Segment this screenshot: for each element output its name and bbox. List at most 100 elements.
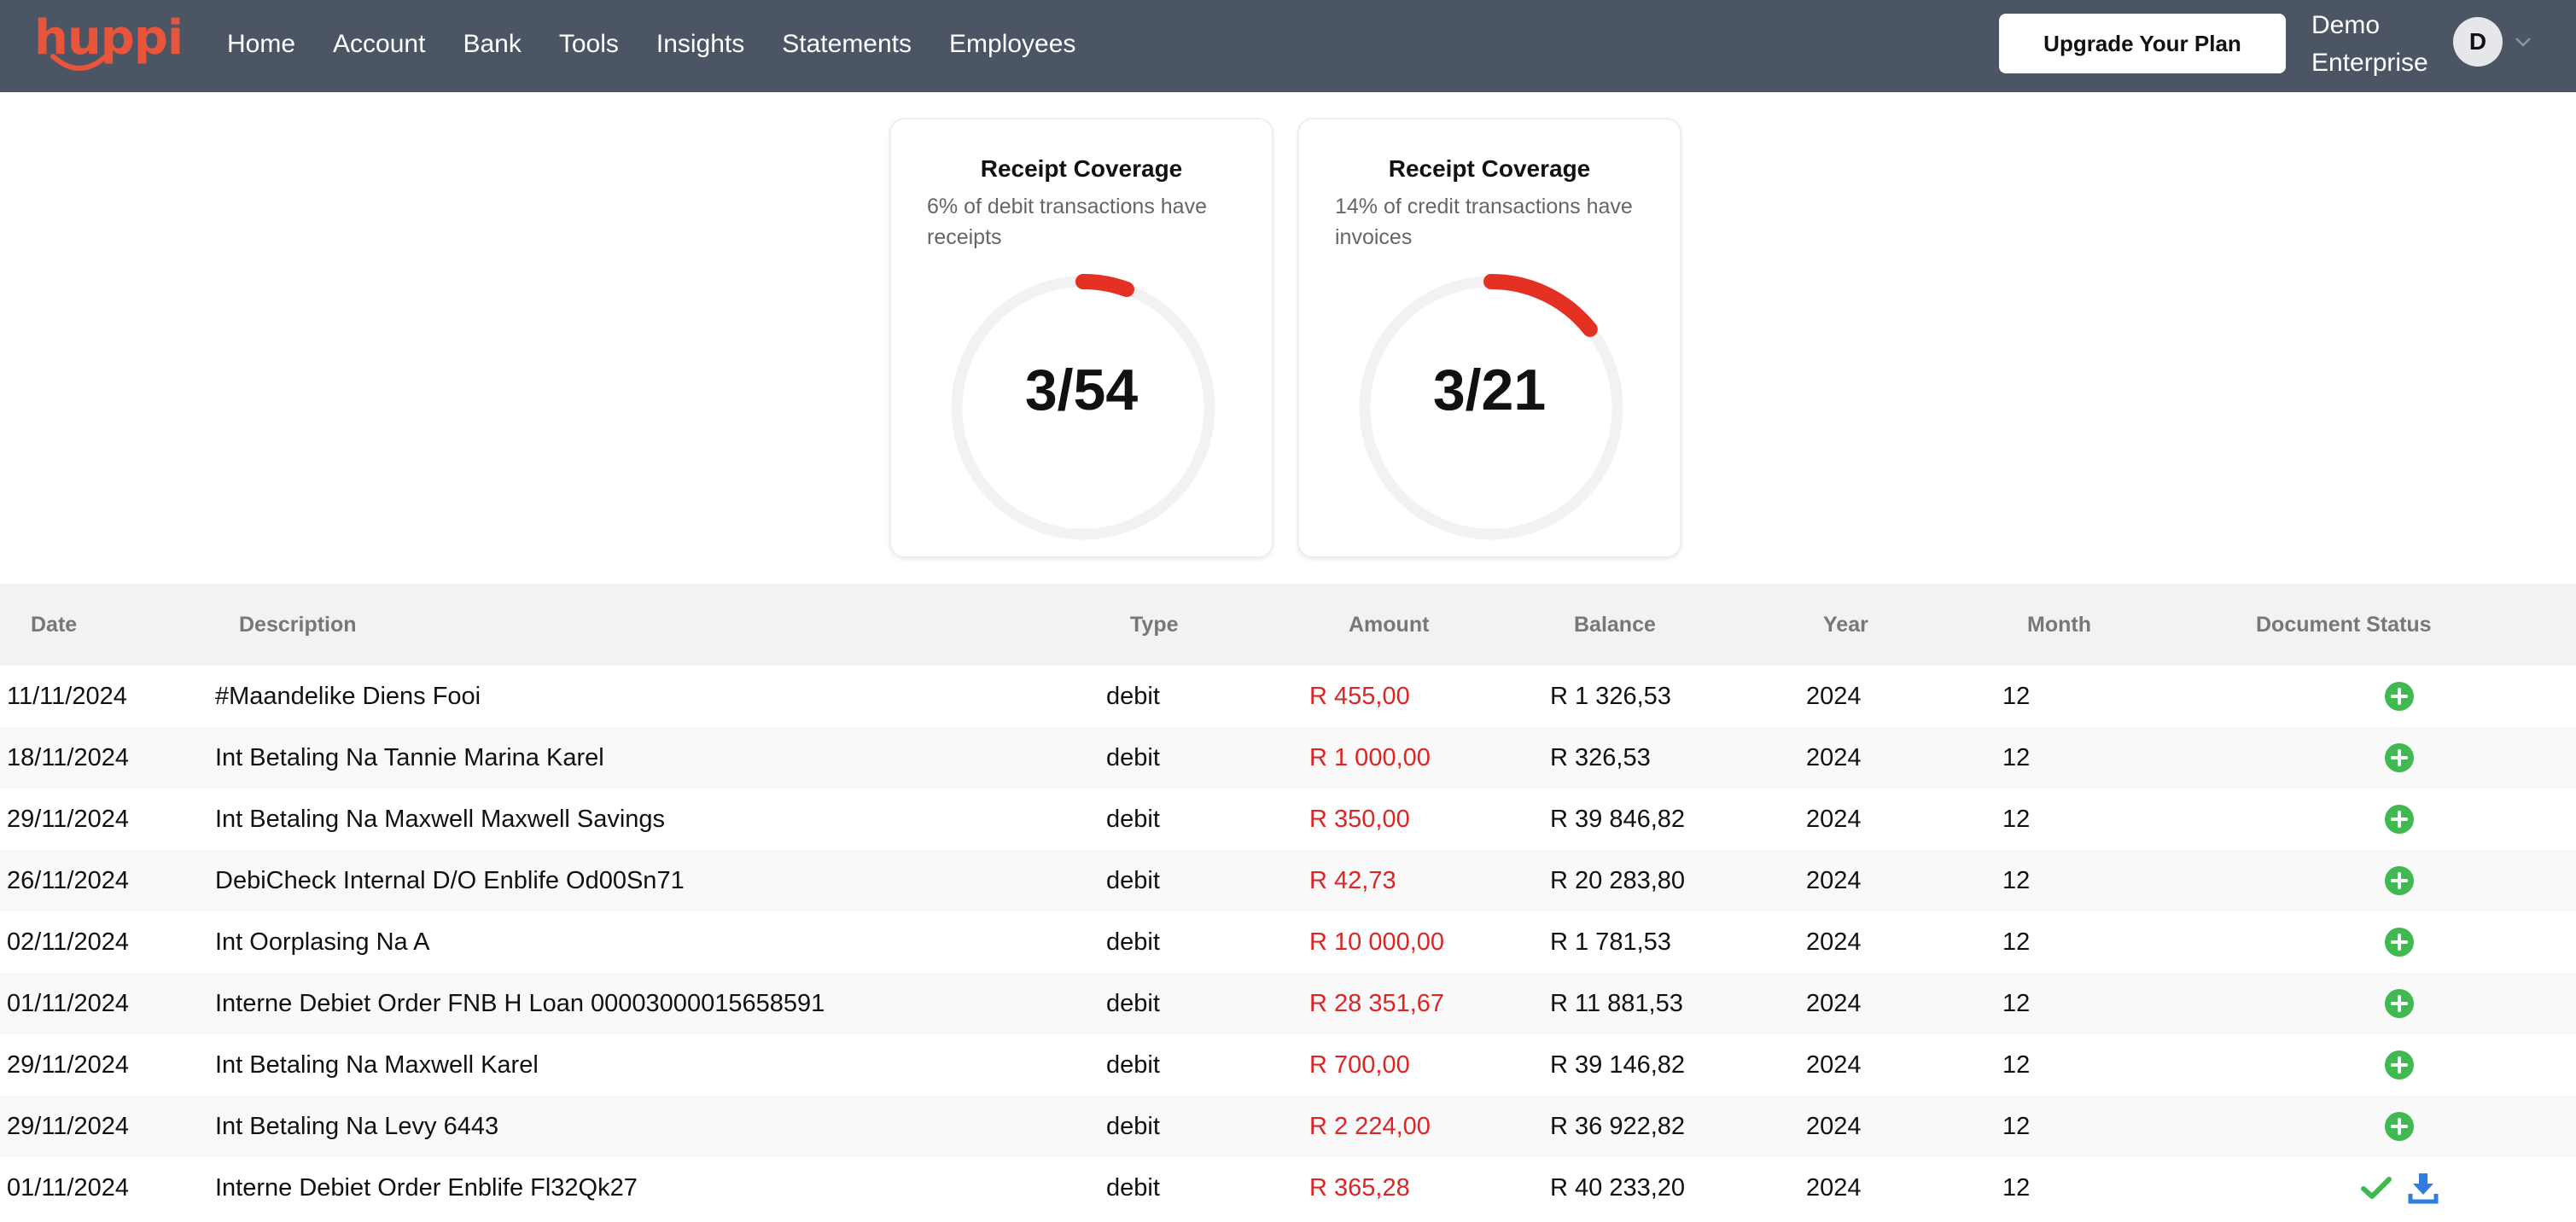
cell-description: Int Betaling Na Maxwell Maxwell Savings	[215, 805, 666, 833]
download-icon[interactable]	[2408, 1173, 2439, 1204]
cell-month: 12	[1997, 973, 2223, 1034]
cell-document-status	[2223, 727, 2576, 788]
col-header-year[interactable]: Year	[1799, 584, 1997, 666]
cell-year: 2024	[1806, 805, 1862, 833]
card-subtitle: 6% of debit transactions have receipts	[927, 195, 1207, 249]
cell-description: Int Betaling Na Maxwell Karel	[215, 1050, 539, 1079]
nav-account[interactable]: Account	[333, 30, 426, 58]
cell-year: 2024	[1806, 928, 1862, 956]
nav-statements[interactable]: Statements	[782, 30, 912, 58]
table-row[interactable]: 26/11/2024 DebiCheck Internal D/O Enblife…	[0, 850, 2576, 911]
add-document-icon[interactable]	[2384, 866, 2415, 895]
cell-balance: R 40 233,20	[1550, 1173, 1686, 1202]
nav-bank[interactable]: Bank	[463, 30, 522, 58]
nav-home[interactable]: Home	[227, 30, 296, 58]
coverage-ring	[949, 274, 1217, 542]
add-document-icon[interactable]	[2384, 682, 2415, 711]
cell-balance: R 39 846,82	[1550, 805, 1686, 833]
coverage-ring-progress	[949, 274, 1217, 542]
cell-description: Interne Debiet Order Enblife Fl32Qk27	[215, 1173, 638, 1202]
cell-month: 12	[1997, 1096, 2223, 1157]
cell-year: 2024	[1806, 1173, 1862, 1202]
top-navbar: huppi Home Account Bank Tools Insights S…	[0, 0, 2576, 92]
nav-insights[interactable]: Insights	[656, 30, 745, 58]
cell-amount: R 10 000,00	[1309, 928, 1445, 956]
logo-smile-icon	[50, 54, 108, 71]
add-document-icon[interactable]	[2384, 1112, 2415, 1141]
cell-year: 2024	[1806, 1050, 1862, 1079]
cell-balance: R 39 146,82	[1550, 1050, 1686, 1079]
cell-year: 2024	[1799, 727, 1997, 788]
cell-amount: R 350,00	[1309, 805, 1410, 833]
table-row[interactable]: 01/11/2024 Interne Debiet Order Enblife F…	[0, 1157, 2576, 1219]
table-row[interactable]: 18/11/2024 Int Betaling Na Tannie Marina …	[0, 727, 2576, 788]
cell-type: debit	[1106, 682, 1160, 710]
huppi-logo[interactable]: huppi	[34, 10, 184, 66]
cell-description: #Maandelike Diens Fooi	[215, 682, 481, 710]
cell-type: debit	[1106, 928, 1160, 956]
add-document-icon[interactable]	[2384, 805, 2415, 834]
receipt-coverage-credit-card: Receipt Coverage 14% of credit transacti…	[1297, 118, 1681, 558]
cell-balance: R 1 326,53	[1550, 682, 1671, 710]
col-header-date[interactable]: Date	[0, 584, 213, 666]
upgrade-plan-button[interactable]: Upgrade Your Plan	[1999, 14, 2286, 73]
col-header-month[interactable]: Month	[1997, 584, 2223, 666]
cell-date: 29/11/2024	[7, 805, 129, 833]
cell-type: debit	[1106, 850, 1309, 911]
cell-amount: R 700,00	[1309, 1050, 1410, 1079]
cell-year: 2024	[1799, 1096, 1997, 1157]
table-row[interactable]: 01/11/2024 Interne Debiet Order FNB H Loa…	[0, 973, 2576, 1034]
cell-document-status	[2223, 1034, 2576, 1096]
cell-month: 12	[2002, 1173, 2031, 1202]
cell-type: debit	[1106, 1050, 1160, 1079]
cell-year: 2024	[1799, 850, 1997, 911]
chevron-down-icon[interactable]	[2515, 36, 2532, 48]
card-subtitle: 14% of credit transactions have invoices	[1335, 195, 1633, 249]
cell-date: 02/11/2024	[7, 928, 129, 956]
cell-balance: R 11 881,53	[1550, 973, 1799, 1034]
nav-tools[interactable]: Tools	[558, 30, 619, 58]
cell-date: 29/11/2024	[0, 1096, 213, 1157]
table-row[interactable]: 02/11/2024 Int Oorplasing Na A debit R 10 0…	[0, 911, 2576, 973]
avatar[interactable]: D	[2453, 17, 2503, 67]
cell-month: 12	[2002, 805, 2031, 833]
cell-month: 12	[1997, 727, 2223, 788]
cell-type: debit	[1106, 727, 1309, 788]
cell-date: 18/11/2024	[0, 727, 213, 788]
cell-type: debit	[1106, 973, 1309, 1034]
check-icon	[2360, 1173, 2392, 1201]
nav-employees[interactable]: Employees	[949, 30, 1076, 58]
add-document-icon[interactable]	[2384, 928, 2415, 957]
cell-date: 26/11/2024	[0, 850, 213, 911]
cell-type: debit	[1106, 1096, 1309, 1157]
cell-month: 12	[2002, 682, 2031, 710]
cell-document-status	[2223, 1096, 2576, 1157]
cell-month: 12	[1997, 850, 2223, 911]
cell-document-status	[2223, 1157, 2576, 1219]
cell-month: 12	[2002, 928, 2031, 956]
user-name[interactable]: Demo Enterprise	[2311, 11, 2428, 77]
cell-description: Interne Debiet Order FNB H Loan 00003000…	[213, 973, 1106, 1034]
cell-description: Int Oorplasing Na A	[215, 928, 430, 956]
add-document-icon[interactable]	[2384, 743, 2415, 772]
cell-description: Int Betaling Na Levy 6443	[213, 1096, 1106, 1157]
main-nav: Home Account Bank Tools Insights Stateme…	[227, 26, 1113, 63]
table-row[interactable]: 29/11/2024 Int Betaling Na Maxwell Karel d…	[0, 1034, 2576, 1096]
cell-month: 12	[2002, 1050, 2031, 1079]
table-header-row: Date Description Type Amount Balance Yea…	[0, 584, 2576, 666]
col-header-balance[interactable]: Balance	[1550, 584, 1799, 666]
cell-balance: R 1 781,53	[1550, 928, 1671, 956]
cell-description: DebiCheck Internal D/O Enblife Od00Sn71	[213, 850, 1106, 911]
col-header-description[interactable]: Description	[213, 584, 1106, 666]
col-header-amount[interactable]: Amount	[1309, 584, 1550, 666]
add-document-icon[interactable]	[2384, 989, 2415, 1018]
cell-amount: R 42,73	[1309, 850, 1550, 911]
table-row[interactable]: 29/11/2024 Int Betaling Na Maxwell Maxwel…	[0, 788, 2576, 850]
coverage-ring-progress	[1357, 274, 1625, 542]
cell-balance: R 20 283,80	[1550, 850, 1799, 911]
table-row[interactable]: 29/11/2024 Int Betaling Na Levy 6443 debit…	[0, 1096, 2576, 1157]
col-header-document-status[interactable]: Document Status	[2223, 584, 2576, 666]
add-document-icon[interactable]	[2384, 1050, 2415, 1079]
table-row[interactable]: 11/11/2024 #Maandelike Diens Fooi debit R 4…	[0, 666, 2576, 727]
col-header-type[interactable]: Type	[1106, 584, 1309, 666]
